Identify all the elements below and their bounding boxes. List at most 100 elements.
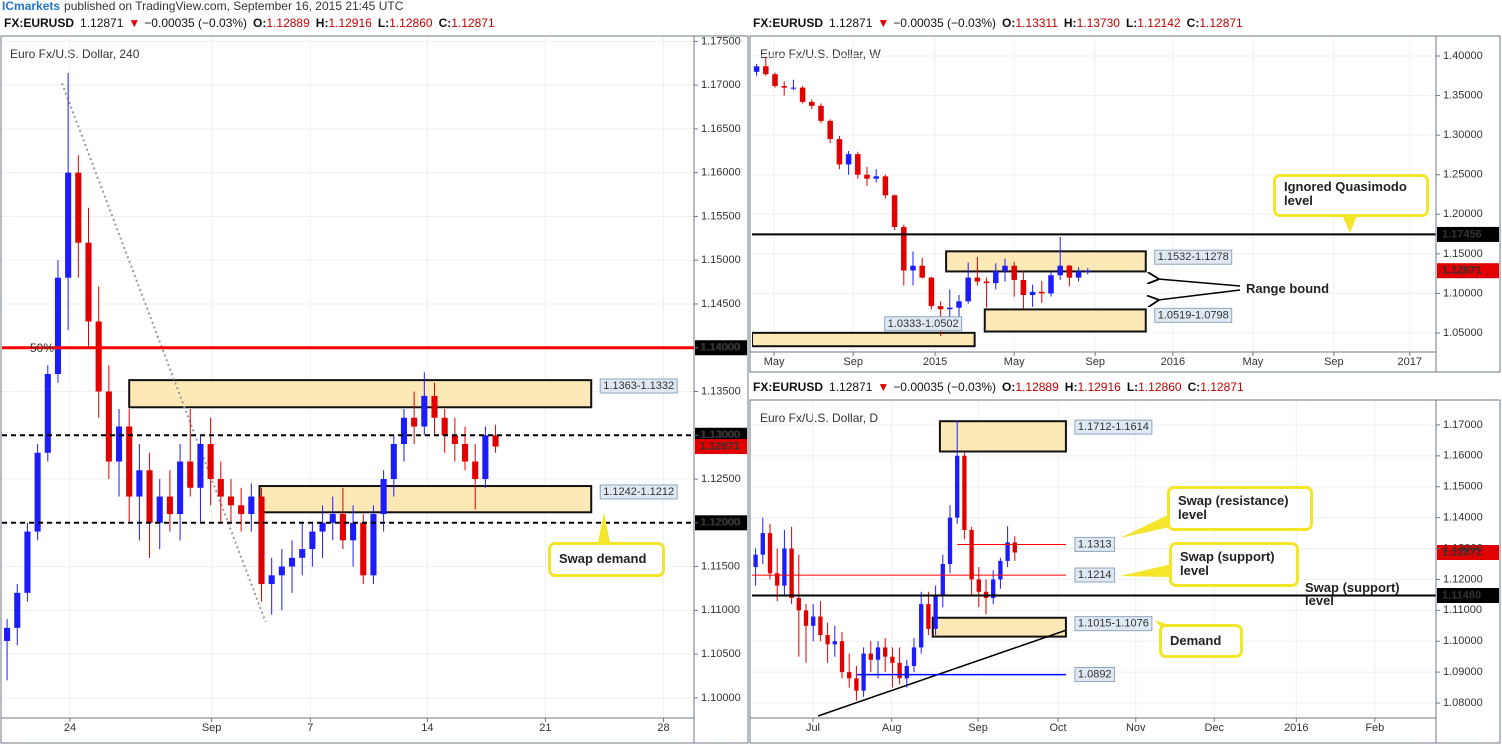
zone-label-box [1074, 419, 1153, 435]
zone [931, 616, 1067, 638]
candle-body [115, 426, 123, 462]
y-tick-label: 1.09000 [1443, 666, 1483, 678]
level-note: 50% [30, 341, 54, 355]
candle-body [482, 435, 489, 480]
brand: ICmarkets [2, 0, 60, 13]
candle-body [34, 452, 41, 532]
candle-body [1029, 291, 1036, 296]
candle-body [309, 531, 316, 550]
last-price: 1.12871 [829, 380, 873, 394]
chart-title: Euro Fx/U.S. Dollar, W [760, 47, 881, 61]
trendline [817, 629, 1067, 717]
price-tag [1437, 545, 1499, 561]
candle-body [919, 604, 924, 648]
candle-body [1066, 265, 1073, 278]
candle-body [207, 444, 214, 480]
change-arrow: ▼ [877, 380, 889, 394]
zone [945, 250, 1147, 273]
x-tick-label: Feb [1365, 722, 1384, 734]
y-tick-label: 1.35000 [1443, 89, 1483, 101]
candle-body [248, 496, 255, 515]
ohlc-value: 1.12889 [1015, 380, 1059, 394]
candle-body [883, 647, 888, 657]
candle-body [818, 616, 823, 636]
candle-body [836, 139, 843, 165]
plot-area [752, 56, 1436, 348]
candle-body [832, 641, 837, 645]
candle-body [136, 470, 143, 497]
candle-body [268, 575, 275, 585]
chart-title: Euro Fx/U.S. Dollar, D [760, 411, 878, 425]
candle-body [753, 554, 758, 568]
callout: Demand [1159, 624, 1243, 658]
chart-panel: FX:EURUSD 1.12871 ▼ −0.00035 (−0.03%) O:1.12… [0, 16, 749, 744]
candle-body [187, 461, 194, 488]
price-tag [695, 427, 747, 443]
candle-body [782, 548, 787, 586]
price-tag-label: 1.12000 [700, 517, 740, 529]
price-tag-label: 1.12871 [1442, 265, 1482, 277]
candle-body [217, 479, 224, 497]
candle-body [44, 373, 51, 453]
symbol: FX:EURUSD [4, 16, 74, 30]
y-tick-label: 1.10000 [701, 692, 741, 704]
zone-label-text: 1.1242-1.1212 [603, 486, 674, 498]
chart-header: FX:EURUSD 1.12871 ▼ −0.00035 (−0.03%) O:1.13… [753, 16, 1243, 30]
change: −0.00035 (−0.03%) [893, 16, 996, 30]
candle-body [891, 195, 898, 227]
last-price: 1.12871 [80, 16, 124, 30]
candle-body [919, 265, 925, 278]
panel-frame [749, 399, 1501, 744]
candle-body [278, 566, 285, 576]
candle-body [937, 306, 944, 310]
candle-body [760, 533, 765, 555]
candle-body [166, 496, 173, 515]
candle-body [847, 672, 852, 679]
ohlc-label: O: [253, 16, 266, 30]
ohlc-label: O: [1002, 380, 1015, 394]
candle-body [983, 281, 990, 284]
y-tick-label: 1.40000 [1443, 50, 1483, 62]
zone-label-text: 1.0519-1.0798 [1158, 309, 1229, 321]
level-label-text: 1.0892 [1078, 669, 1112, 681]
price-tag-label: 1.14000 [700, 342, 740, 354]
candle-body [825, 635, 830, 645]
y-tick-label: 1.11000 [1443, 604, 1482, 616]
ohlc-value: 1.12916 [1077, 380, 1121, 394]
candle-body [1005, 542, 1010, 561]
y-tick-label: 1.15500 [701, 210, 741, 222]
level-label: 1.0892 [1074, 667, 1116, 683]
callout: Swap (resistance) level [1167, 486, 1313, 531]
y-tick-label: 1.30000 [1443, 129, 1483, 141]
ohlc-label: H: [316, 16, 329, 30]
y-tick-label: 1.10500 [701, 648, 741, 660]
x-tick-label: 21 [539, 722, 551, 734]
ohlc-label: H: [1064, 16, 1077, 30]
zone-label: 1.1015-1.1076 [1074, 616, 1153, 632]
x-tick-label: 28 [657, 722, 669, 734]
candle-body [956, 301, 962, 308]
zone-label-text: 1.1015-1.1076 [1078, 618, 1149, 630]
y-tick-label: 1.12000 [701, 517, 741, 529]
level-label-text: 1.1214 [1078, 569, 1112, 581]
candle-body [1085, 270, 1091, 272]
candle-body [451, 435, 458, 445]
y-tick-label: 1.17500 [701, 35, 741, 47]
price-tag [695, 515, 747, 531]
x-tick-label: Sep [968, 722, 988, 734]
zone-label: 1.0333-1.0502 [884, 316, 963, 332]
candle-body [14, 592, 21, 628]
candle-body [796, 597, 801, 611]
ohlc-value: 1.12860 [1138, 380, 1182, 394]
zone-label-box [884, 316, 963, 332]
y-tick-label: 1.14000 [1443, 512, 1483, 524]
zone-label: 1.0519-1.0798 [1154, 307, 1233, 323]
candle-body [827, 120, 833, 140]
candle-body [1011, 265, 1017, 280]
zone-label-text: 1.0333-1.0502 [888, 318, 959, 330]
candle-body [882, 176, 889, 196]
x-tick-label: May [1004, 356, 1025, 368]
candle-body [910, 265, 916, 271]
x-tick-label: Nov [1126, 722, 1146, 734]
